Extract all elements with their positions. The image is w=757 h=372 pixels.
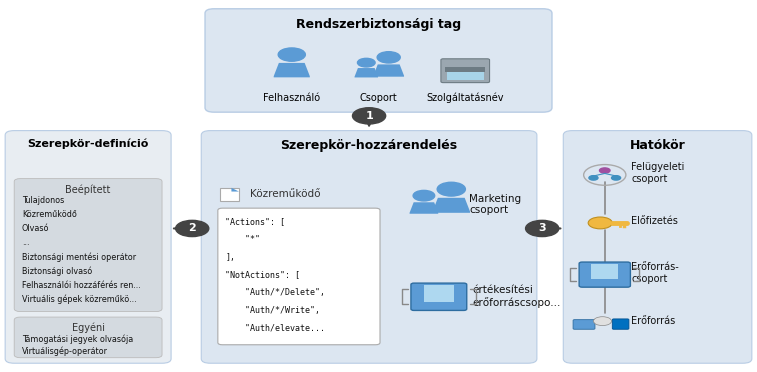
Polygon shape [354,68,378,77]
Text: Beépített: Beépített [65,184,111,195]
Circle shape [525,220,559,237]
Text: értékesítési
erőforráscsopo...: értékesítési erőforráscsopo... [472,285,560,308]
Circle shape [612,176,621,180]
FancyBboxPatch shape [14,179,162,311]
FancyBboxPatch shape [424,285,453,302]
FancyBboxPatch shape [573,320,595,329]
Polygon shape [373,64,404,77]
Text: Felhasználói hozzáférés ren...: Felhasználói hozzáférés ren... [22,280,141,289]
Text: 3: 3 [538,224,546,234]
Text: Támogatási jegyek olvasója: Támogatási jegyek olvasója [22,335,133,344]
Text: Szolgáltatásnév: Szolgáltatásnév [426,92,504,103]
FancyBboxPatch shape [411,283,467,310]
Circle shape [176,220,209,237]
Circle shape [593,317,612,326]
Circle shape [589,176,598,180]
Text: 1: 1 [365,111,373,121]
FancyBboxPatch shape [563,131,752,363]
Text: "Auth/elevate...: "Auth/elevate... [226,324,326,333]
Text: Csoport: Csoport [360,93,397,103]
Polygon shape [432,198,470,213]
Text: Közreműködő: Közreműködő [251,189,321,199]
Text: Rendszerbiztonsági tag: Rendszerbiztonsági tag [296,18,461,31]
Text: ],: ], [226,253,235,262]
Text: Biztonsági mentési operátor: Biztonsági mentési operátor [22,253,136,262]
Text: Erőforrás: Erőforrás [631,316,675,326]
Text: ...: ... [22,238,30,247]
FancyBboxPatch shape [201,131,537,363]
FancyBboxPatch shape [445,67,485,72]
Text: "Auth/*/Write",: "Auth/*/Write", [226,306,320,315]
Circle shape [588,217,612,229]
FancyBboxPatch shape [441,59,490,83]
FancyBboxPatch shape [205,9,552,112]
Text: "Auth/*/Delete",: "Auth/*/Delete", [226,288,326,297]
Text: Felhasználó: Felhasználó [263,93,320,103]
Text: Közreműködő: Közreműködő [22,211,76,219]
Text: Hatókör: Hatókör [630,139,685,152]
Circle shape [353,108,385,124]
Text: Erőforrás-
csoport: Erőforrás- csoport [631,262,679,283]
Text: Marketing
csoport: Marketing csoport [469,194,521,215]
Polygon shape [232,188,239,192]
Circle shape [377,52,400,63]
Text: Virtuálisgép-operátor: Virtuálisgép-operátor [22,347,107,356]
FancyBboxPatch shape [218,208,380,345]
Text: Virtuális gépek közreműkö...: Virtuális gépek közreműkö... [22,295,136,304]
Circle shape [278,48,305,61]
FancyBboxPatch shape [579,262,631,287]
Text: Olvasó: Olvasó [22,224,49,233]
FancyBboxPatch shape [447,72,484,80]
FancyBboxPatch shape [14,317,162,358]
Text: Egyéni: Egyéni [72,323,104,333]
Text: Felügyeleti
csoport: Felügyeleti csoport [631,162,684,184]
Text: Szerepkör-hozzárendelés: Szerepkör-hozzárendelés [281,139,458,152]
Text: "NotActions": [: "NotActions": [ [226,270,301,279]
Circle shape [413,190,435,201]
Circle shape [600,168,610,173]
Text: Előfizetés: Előfizetés [631,216,678,226]
Text: "Actions": [: "Actions": [ [226,217,285,227]
Text: "*": "*" [226,235,260,244]
Text: 2: 2 [188,224,196,234]
Circle shape [438,182,466,196]
Text: Szerepkör-definíció: Szerepkör-definíció [27,138,149,148]
Text: Tulajdonos: Tulajdonos [22,196,64,205]
Polygon shape [410,202,438,214]
Circle shape [357,58,375,67]
FancyBboxPatch shape [5,131,171,363]
FancyBboxPatch shape [591,263,618,279]
Polygon shape [274,63,310,77]
FancyBboxPatch shape [612,319,629,329]
Text: Biztonsági olvasó: Biztonsági olvasó [22,266,92,276]
FancyBboxPatch shape [220,188,239,201]
